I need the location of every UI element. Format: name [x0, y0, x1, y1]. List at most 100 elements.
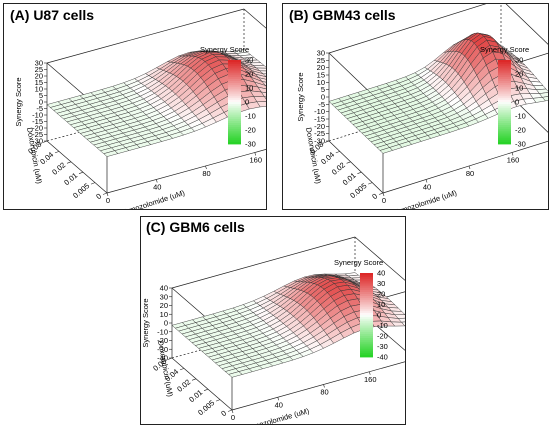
z-tick-label: 0 — [39, 98, 43, 107]
legend-swatch — [228, 78, 241, 82]
z-tick-label: 20 — [160, 301, 168, 310]
legend-swatch — [360, 310, 373, 314]
chart-u87-svg: (A) U87 cells-30-25-20-15-10-50510152025… — [10, 7, 266, 209]
z-tick-label: 10 — [317, 78, 325, 87]
x-tick-label: 160 — [507, 156, 520, 165]
z-tick-label: 25 — [317, 56, 325, 65]
legend-swatch — [360, 329, 373, 333]
legend-swatch — [498, 76, 511, 80]
y-tick-label: 0.005 — [348, 181, 368, 200]
legend-swatch — [498, 123, 511, 126]
z-tick-label: 10 — [35, 85, 43, 94]
x-tick-mark — [368, 371, 371, 375]
x-tick-mark — [511, 152, 514, 156]
legend-swatch — [228, 104, 241, 107]
legend-swatch — [360, 283, 373, 286]
legend-swatch — [228, 95, 241, 99]
y-tick-mark — [215, 399, 221, 402]
y-tick-label: 0 — [219, 409, 228, 419]
legend-swatch — [498, 60, 511, 63]
y-tick-mark — [378, 192, 384, 195]
legend-swatch — [360, 273, 373, 276]
z-axis-label: Synergy Score — [14, 77, 23, 126]
legend-swatch — [498, 91, 511, 94]
legend-tick-label: -30 — [245, 140, 256, 149]
legend-tick-label: 20 — [245, 70, 253, 79]
legend-title: Synergy Score — [200, 45, 249, 54]
y-tick-mark — [357, 171, 362, 174]
x-tick-label: 160 — [249, 156, 262, 165]
legend-swatch — [498, 95, 511, 99]
legend-swatch — [228, 110, 241, 113]
y-tick-label: 0.01 — [341, 171, 358, 187]
legend-swatch — [228, 118, 241, 122]
surface-mesh — [46, 49, 266, 157]
x-tick-mark — [231, 409, 234, 414]
legend-swatch — [228, 81, 241, 84]
x-tick-mark — [425, 179, 428, 183]
legend-swatch — [228, 127, 241, 130]
z-tick-label: 0 — [164, 319, 168, 328]
z-tick-label: -20 — [32, 124, 43, 133]
y-tick-mark — [368, 182, 373, 185]
z-tick-label: -5 — [318, 100, 325, 109]
y-tick-mark — [54, 151, 60, 154]
legend-swatch — [360, 317, 373, 320]
box-edge — [46, 8, 245, 64]
legend-swatch — [228, 91, 241, 94]
legend-swatch — [228, 135, 241, 139]
y-tick-label: 0.02 — [175, 377, 192, 393]
legend-colorbar — [498, 60, 511, 145]
legend-swatch — [360, 354, 373, 358]
y-tick-label: 0.005 — [71, 181, 91, 200]
z-tick-label: 30 — [160, 292, 168, 301]
legend-swatch — [360, 279, 373, 282]
legend-tick-label: -30 — [515, 140, 526, 149]
chart-title: (A) U87 cells — [10, 7, 94, 23]
x-tick-label: 40 — [275, 400, 283, 409]
z-tick-label: -15 — [32, 117, 43, 126]
legend-swatch — [498, 102, 511, 105]
chart-panel-gbm6: (C) GBM6 cells -40 -30 -20 -10 0 10 20 30 40 Syner… — [140, 216, 406, 425]
z-tick-label: 40 — [160, 284, 168, 293]
x-tick-mark — [323, 384, 325, 388]
y-tick-label: 0 — [94, 192, 103, 202]
legend-swatch — [498, 104, 511, 107]
legend-swatch — [360, 323, 373, 326]
legend-swatch — [360, 338, 373, 341]
legend-swatch — [360, 340, 373, 343]
legend-swatch — [498, 87, 511, 90]
legend-swatch — [360, 325, 373, 328]
y-tick-mark — [191, 378, 197, 381]
z-tick-label: 15 — [317, 71, 325, 80]
x-tick-label: 0 — [231, 413, 235, 422]
x-tick-mark — [155, 179, 158, 183]
surface-cell — [228, 371, 243, 378]
legend-tick-label: -40 — [377, 353, 388, 362]
legend-swatch — [228, 120, 241, 124]
legend-swatch — [498, 108, 511, 111]
legend-swatch — [228, 72, 241, 76]
box-edge — [171, 236, 356, 289]
legend-title: Synergy Score — [334, 258, 383, 267]
legend-swatch — [360, 321, 373, 324]
legend-swatch — [228, 68, 241, 71]
legend-title: Synergy Score — [480, 45, 529, 54]
x-tick-label: 40 — [153, 183, 161, 192]
legend-swatch — [228, 97, 241, 101]
x-tick-mark — [205, 165, 207, 170]
box-edge — [171, 357, 233, 411]
legend-swatch — [498, 133, 511, 136]
legend-colorbar — [360, 273, 373, 358]
box-edge — [328, 140, 384, 194]
legend-swatch — [498, 114, 511, 118]
legend-swatch — [498, 135, 511, 139]
z-tick-label: 5 — [39, 91, 43, 100]
legend-swatch — [228, 139, 241, 143]
surface-cell — [103, 150, 119, 157]
legend-swatch — [228, 112, 241, 115]
surface-mesh — [328, 32, 548, 154]
legend-swatch — [360, 306, 373, 310]
legend-swatch — [228, 141, 241, 145]
legend-swatch — [498, 81, 511, 84]
